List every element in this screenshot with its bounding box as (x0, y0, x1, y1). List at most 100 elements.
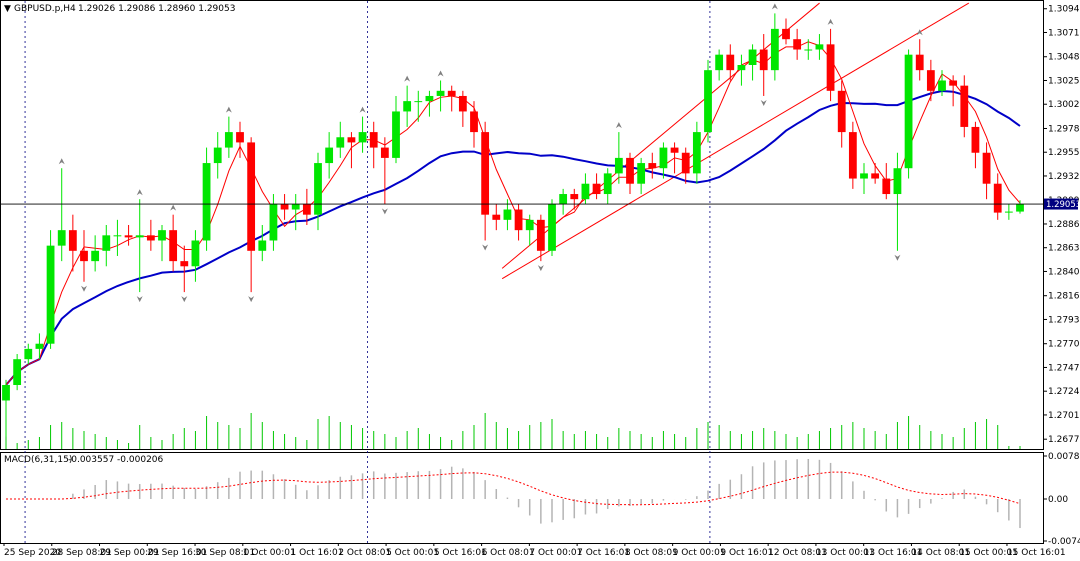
candle[interactable] (559, 188, 568, 215)
candle[interactable] (458, 90, 467, 127)
candle[interactable] (715, 49, 724, 81)
menu-chevron-icon[interactable]: ▼ (4, 4, 11, 14)
candle[interactable] (581, 173, 590, 205)
candle[interactable] (392, 95, 400, 164)
candle[interactable] (436, 80, 445, 112)
candle[interactable] (704, 59, 712, 143)
candle[interactable] (637, 157, 646, 195)
candle[interactable] (124, 225, 133, 246)
candle[interactable] (982, 142, 991, 200)
candle-body (570, 194, 579, 200)
candle[interactable] (871, 163, 880, 184)
candle[interactable] (536, 214, 545, 262)
candle[interactable] (169, 214, 178, 272)
candle[interactable] (860, 163, 868, 195)
candle[interactable] (626, 152, 634, 195)
candle[interactable] (13, 354, 22, 391)
candle[interactable] (893, 152, 902, 251)
candle[interactable] (938, 70, 946, 96)
candle[interactable] (570, 188, 579, 210)
candle[interactable] (525, 214, 534, 246)
candle[interactable] (102, 225, 111, 267)
candle[interactable] (291, 194, 300, 231)
candle[interactable] (24, 343, 33, 365)
candle[interactable] (369, 121, 378, 169)
candle[interactable] (403, 85, 412, 127)
candle[interactable] (146, 219, 155, 251)
candle[interactable] (726, 44, 735, 81)
candle[interactable] (804, 39, 813, 60)
candle[interactable] (993, 173, 1002, 220)
candle[interactable] (848, 121, 857, 189)
candle[interactable] (692, 121, 701, 184)
candle[interactable] (202, 147, 211, 251)
candle[interactable] (960, 75, 969, 138)
candle[interactable] (35, 333, 44, 360)
candle[interactable] (236, 121, 244, 158)
candle[interactable] (447, 85, 456, 112)
candle[interactable] (113, 219, 122, 256)
candle[interactable] (425, 90, 434, 117)
candle[interactable] (269, 194, 278, 251)
candle[interactable] (224, 116, 233, 158)
candle[interactable] (314, 152, 322, 231)
candle[interactable] (782, 18, 790, 45)
candle[interactable] (158, 225, 166, 262)
candle[interactable] (915, 39, 924, 81)
candle[interactable] (135, 199, 144, 293)
candle[interactable] (258, 225, 267, 262)
candle[interactable] (91, 235, 100, 272)
trend-line[interactable] (501, 2, 970, 280)
candle[interactable] (826, 28, 835, 102)
candle[interactable] (603, 168, 612, 205)
candle[interactable] (46, 230, 55, 349)
candle[interactable] (793, 28, 802, 60)
candle[interactable] (815, 34, 824, 60)
candle[interactable] (1004, 204, 1013, 220)
candle[interactable] (904, 49, 913, 179)
candle[interactable] (57, 168, 66, 262)
candle[interactable] (971, 121, 980, 169)
candle[interactable] (949, 75, 958, 107)
time-tick-label: 1 Oct 16:01 (291, 548, 344, 558)
candle[interactable] (481, 121, 490, 241)
candle[interactable] (659, 142, 668, 179)
candle[interactable] (380, 137, 389, 205)
candle[interactable] (1016, 200, 1024, 214)
candle-body (35, 343, 44, 349)
candle[interactable] (191, 230, 200, 282)
candle[interactable] (247, 137, 256, 293)
candle[interactable] (614, 132, 623, 184)
candle[interactable] (926, 59, 935, 102)
candle[interactable] (681, 147, 690, 184)
candle[interactable] (325, 132, 334, 179)
candle[interactable] (648, 152, 657, 179)
candle[interactable] (336, 121, 345, 158)
candle[interactable] (347, 132, 356, 169)
candle[interactable] (180, 245, 189, 293)
candle[interactable] (670, 142, 679, 174)
candle[interactable] (213, 132, 222, 179)
candle-body (403, 101, 412, 112)
candle[interactable] (592, 173, 601, 200)
candle[interactable] (2, 379, 10, 437)
candle[interactable] (759, 34, 768, 96)
candle[interactable] (882, 163, 891, 200)
candle[interactable] (837, 80, 846, 148)
candle[interactable] (68, 214, 77, 272)
candle[interactable] (748, 44, 757, 81)
candle-body (80, 250, 88, 262)
candle[interactable] (770, 13, 779, 81)
candle[interactable] (514, 204, 523, 241)
candle[interactable] (80, 230, 88, 282)
candle[interactable] (548, 199, 556, 256)
candle[interactable] (280, 194, 289, 220)
candle-body (860, 173, 868, 179)
candle[interactable] (492, 204, 501, 231)
candle[interactable] (737, 54, 746, 86)
candle[interactable] (302, 188, 311, 225)
candle[interactable] (414, 90, 423, 122)
candle[interactable] (470, 101, 478, 148)
candle[interactable] (358, 116, 367, 153)
